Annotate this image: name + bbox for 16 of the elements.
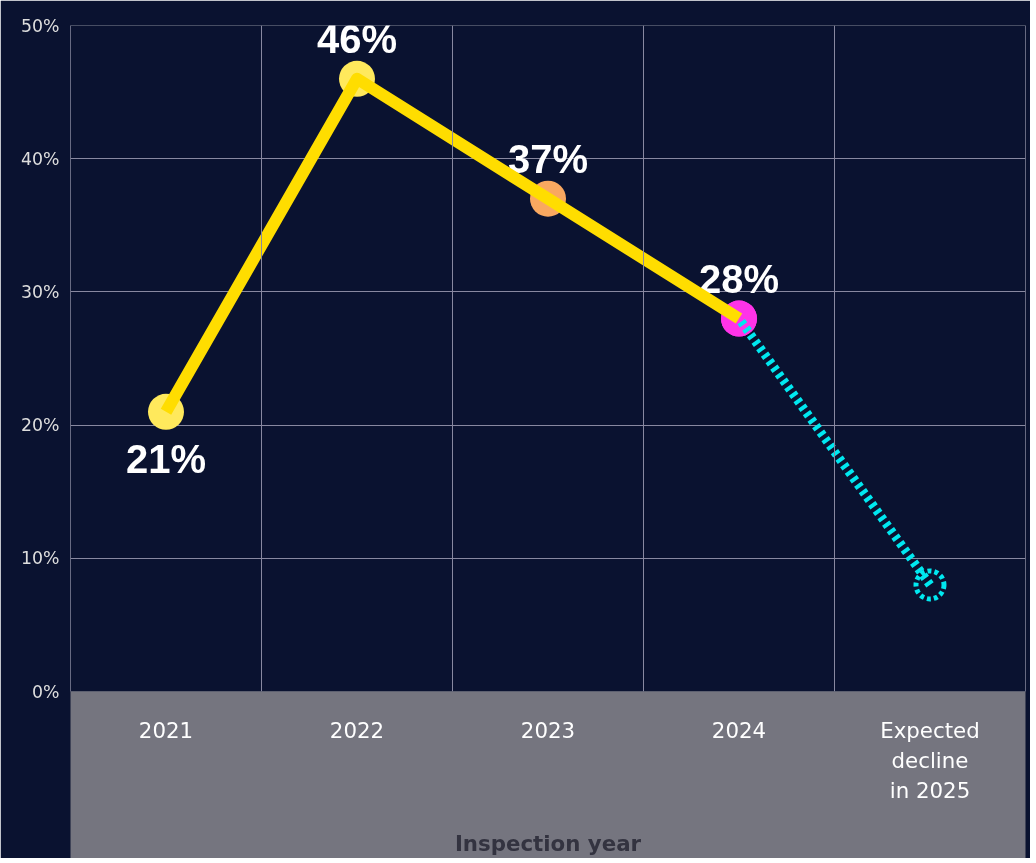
y-tick-label: 40%	[20, 148, 60, 169]
y-tick-label: 50%	[20, 15, 60, 36]
y-tick-label: 0%	[32, 681, 60, 702]
x-tick-label: 2024	[711, 717, 767, 743]
x-axis-title: Inspection year	[454, 830, 642, 856]
x-tick-label: 2023	[520, 717, 576, 743]
x-tick-label: 2022	[329, 717, 385, 743]
x-tick-label: Expected decline in 2025	[880, 717, 980, 803]
data-label: 21%	[125, 436, 207, 481]
y-tick-label: 20%	[20, 415, 60, 436]
x-tick-label: 2021	[138, 717, 194, 743]
y-tick-label: 30%	[20, 281, 60, 302]
data-label: 28%	[698, 256, 780, 301]
y-tick-label: 10%	[20, 548, 60, 569]
data-label: 46%	[316, 16, 398, 61]
data-label: 37%	[507, 136, 589, 181]
